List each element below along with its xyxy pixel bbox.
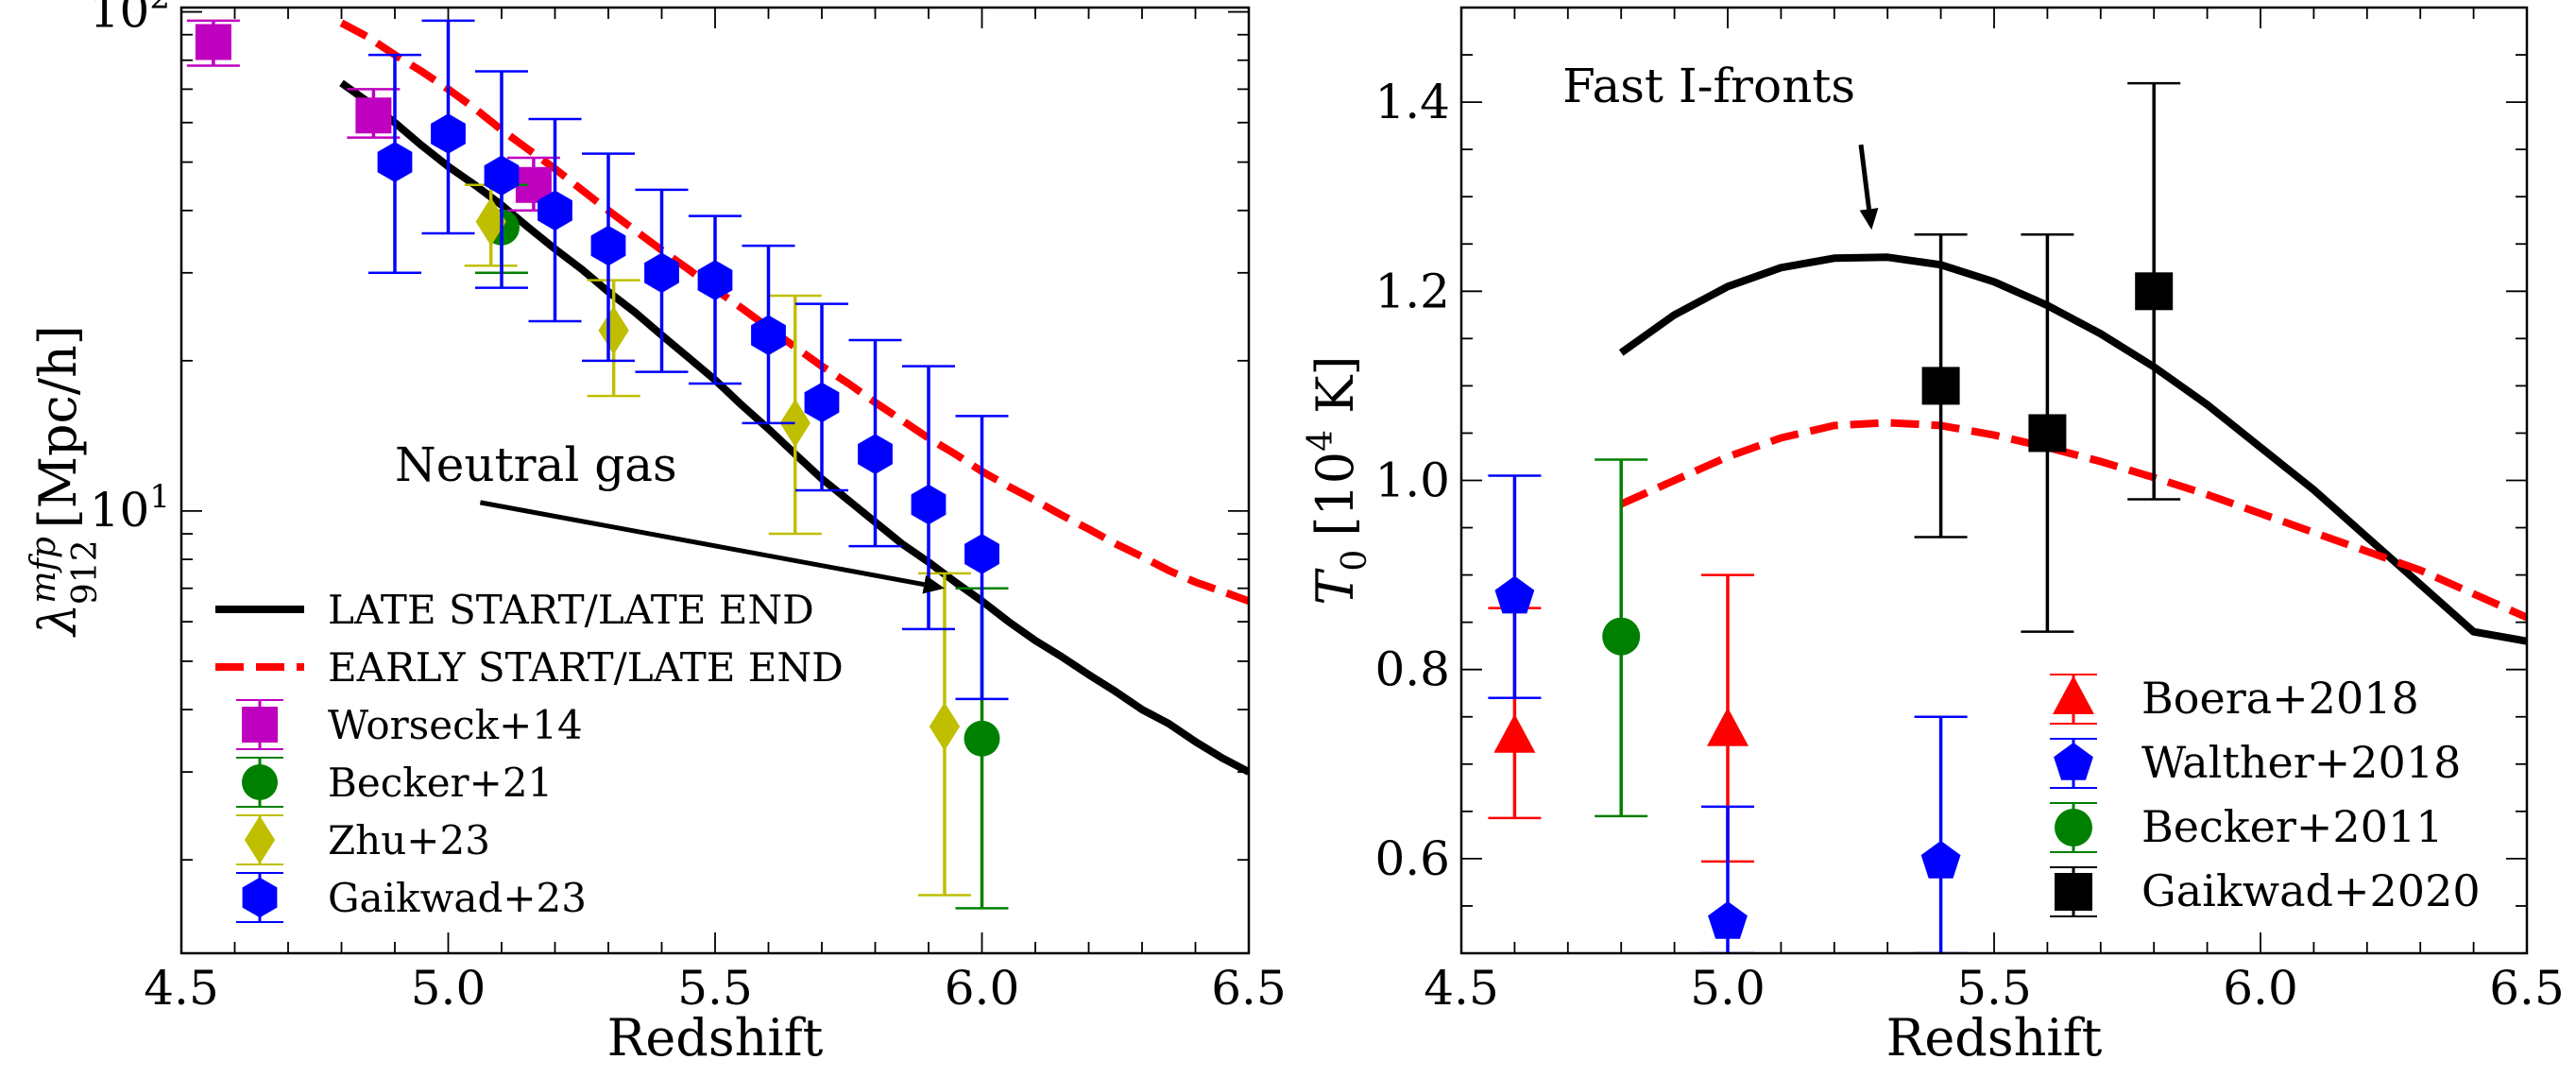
data-point-diamond <box>929 702 961 751</box>
legend-label: Gaikwad+2020 <box>2141 865 2481 916</box>
plot-area <box>1488 81 2527 953</box>
y-title-unit-end: K] <box>1305 355 1365 430</box>
y-tick-label: 101 <box>90 478 170 538</box>
series-line-1 <box>1619 419 2527 622</box>
legend-label: Walther+2018 <box>2141 737 2461 788</box>
data-point-square <box>355 97 392 134</box>
y-tick-label-base: 10 <box>90 0 150 39</box>
x-tick-label: 6.5 <box>1211 961 1287 1016</box>
legend-label: Zhu+23 <box>328 817 490 863</box>
plot-area <box>186 19 1249 910</box>
legend-marker-square <box>2055 873 2092 911</box>
x-tick-label: 6.5 <box>2489 961 2565 1016</box>
y-title-superscript: mfp <box>25 537 63 604</box>
y-tick-label-base: 10 <box>90 483 150 538</box>
x-axis-title: Redshift <box>607 1008 824 1068</box>
data-point-diamond <box>475 197 506 247</box>
legend-label: Gaikwad+23 <box>328 875 587 921</box>
x-tick-label: 5.0 <box>1690 961 1766 1016</box>
data-point-hexagon <box>751 315 786 356</box>
y-tick-label: 1.2 <box>1374 264 1450 318</box>
legend-marker-pentagon <box>2054 743 2093 780</box>
y-title-subscript: 912 <box>66 539 105 605</box>
annotation-text: Neutral gas <box>395 437 677 492</box>
x-tick-label: 6.0 <box>945 961 1020 1016</box>
data-point-circle <box>964 720 1000 757</box>
data-point-hexagon <box>804 382 840 423</box>
annotation-arrow-head <box>1859 208 1879 231</box>
x-tick-label: 4.5 <box>1424 961 1499 1016</box>
y-tick-label: 0.6 <box>1374 831 1450 886</box>
legend-marker-triangle <box>2053 675 2094 714</box>
data-point-hexagon <box>484 155 520 197</box>
data-point-hexagon <box>590 225 626 266</box>
series-line-1 <box>339 19 1249 605</box>
legend: Boera+2018 Walther+2018 Becker+2011 Gaikwad… <box>2050 673 2481 917</box>
legend-marker-circle <box>242 764 278 800</box>
x-tick-label: 5.0 <box>411 961 486 1016</box>
legend-label: EARLY START/LATE END <box>328 644 844 691</box>
data-point-pentagon <box>1494 575 1535 614</box>
y-title-unit-exponent: 4 <box>1302 430 1340 452</box>
annotation-arrow-shaft <box>1858 144 1872 210</box>
y-title-unit: [Mpc/h] <box>28 325 88 528</box>
data-point-diamond <box>779 399 810 448</box>
right-panel-temperature: 4.5 5.0 5.5 6.0 6.5 0.6 0.8 1.0 1.2 1.4 Redshift T0… <box>1302 6 2565 1068</box>
legend: LATE START/LATE END EARLY START/LATE END W… <box>215 587 844 923</box>
data-point-square <box>2028 414 2067 453</box>
series-line-0 <box>1618 253 2527 645</box>
x-tick-label: 6.0 <box>2223 961 2298 1016</box>
y-axis-title: T0 [104 K] <box>1302 355 1374 605</box>
y-tick-label: 0.8 <box>1374 642 1450 697</box>
data-point-square <box>195 24 231 60</box>
y-title-symbol: λ <box>28 604 88 638</box>
annotation-arrow-shaft <box>479 500 925 588</box>
y-title-unit-start: [10 <box>1305 452 1365 537</box>
data-point-hexagon <box>697 260 733 300</box>
legend-marker-circle <box>2055 809 2092 846</box>
legend-marker-square <box>242 707 278 743</box>
data-point-pentagon <box>1920 840 1961 879</box>
y-tick-label: 1.0 <box>1374 453 1450 508</box>
data-point-circle <box>1602 617 1641 656</box>
legend-label: Becker+2011 <box>2141 801 2443 852</box>
data-point-diamond <box>598 306 629 355</box>
legend-label: LATE START/LATE END <box>328 587 814 633</box>
annotation-text: Fast I-fronts <box>1562 59 1855 113</box>
annotation-arrow-head <box>922 574 945 594</box>
legend-label: Boera+2018 <box>2141 673 2419 724</box>
axes-frame <box>179 6 1251 955</box>
x-tick-label: 5.5 <box>1956 961 2032 1016</box>
y-tick-label-exponent: 2 <box>149 0 170 17</box>
data-point-hexagon <box>964 534 999 574</box>
data-point-triangle <box>1493 713 1536 753</box>
data-point-square <box>2135 272 2174 311</box>
data-point-hexagon <box>431 113 466 154</box>
data-point-hexagon <box>858 434 893 474</box>
data-point-hexagon <box>537 190 572 231</box>
left-panel-mfp: 4.55.05.56.06.5101102Redshiftλmfp912[Mpc… <box>25 0 1287 1068</box>
x-tick-label: 5.5 <box>677 961 753 1016</box>
axis-ticks <box>180 8 1250 953</box>
x-tick-label: 4.5 <box>144 961 219 1016</box>
y-title-subscript: 0 <box>1336 550 1374 572</box>
y-axis-title: λmfp912 [Mpc/h] <box>25 325 105 638</box>
y-tick-label-exponent: 1 <box>149 478 170 516</box>
y-tick-label: 102 <box>90 0 170 39</box>
data-point-pentagon <box>1708 901 1748 939</box>
legend-marker-diamond <box>244 815 276 864</box>
legend-label: Becker+21 <box>328 760 553 806</box>
data-point-hexagon <box>911 484 947 525</box>
y-title-symbol: T <box>1305 568 1365 606</box>
data-point-square <box>1921 367 1960 405</box>
x-axis-title: Redshift <box>1886 1008 2103 1068</box>
legend-marker-hexagon <box>242 877 278 918</box>
data-point-triangle <box>1707 707 1749 746</box>
legend-label: Worseck+14 <box>328 702 583 748</box>
y-tick-label: 1.4 <box>1374 75 1450 129</box>
data-point-hexagon <box>377 142 413 182</box>
axes-frame <box>1459 6 2529 955</box>
data-point-hexagon <box>644 252 679 294</box>
